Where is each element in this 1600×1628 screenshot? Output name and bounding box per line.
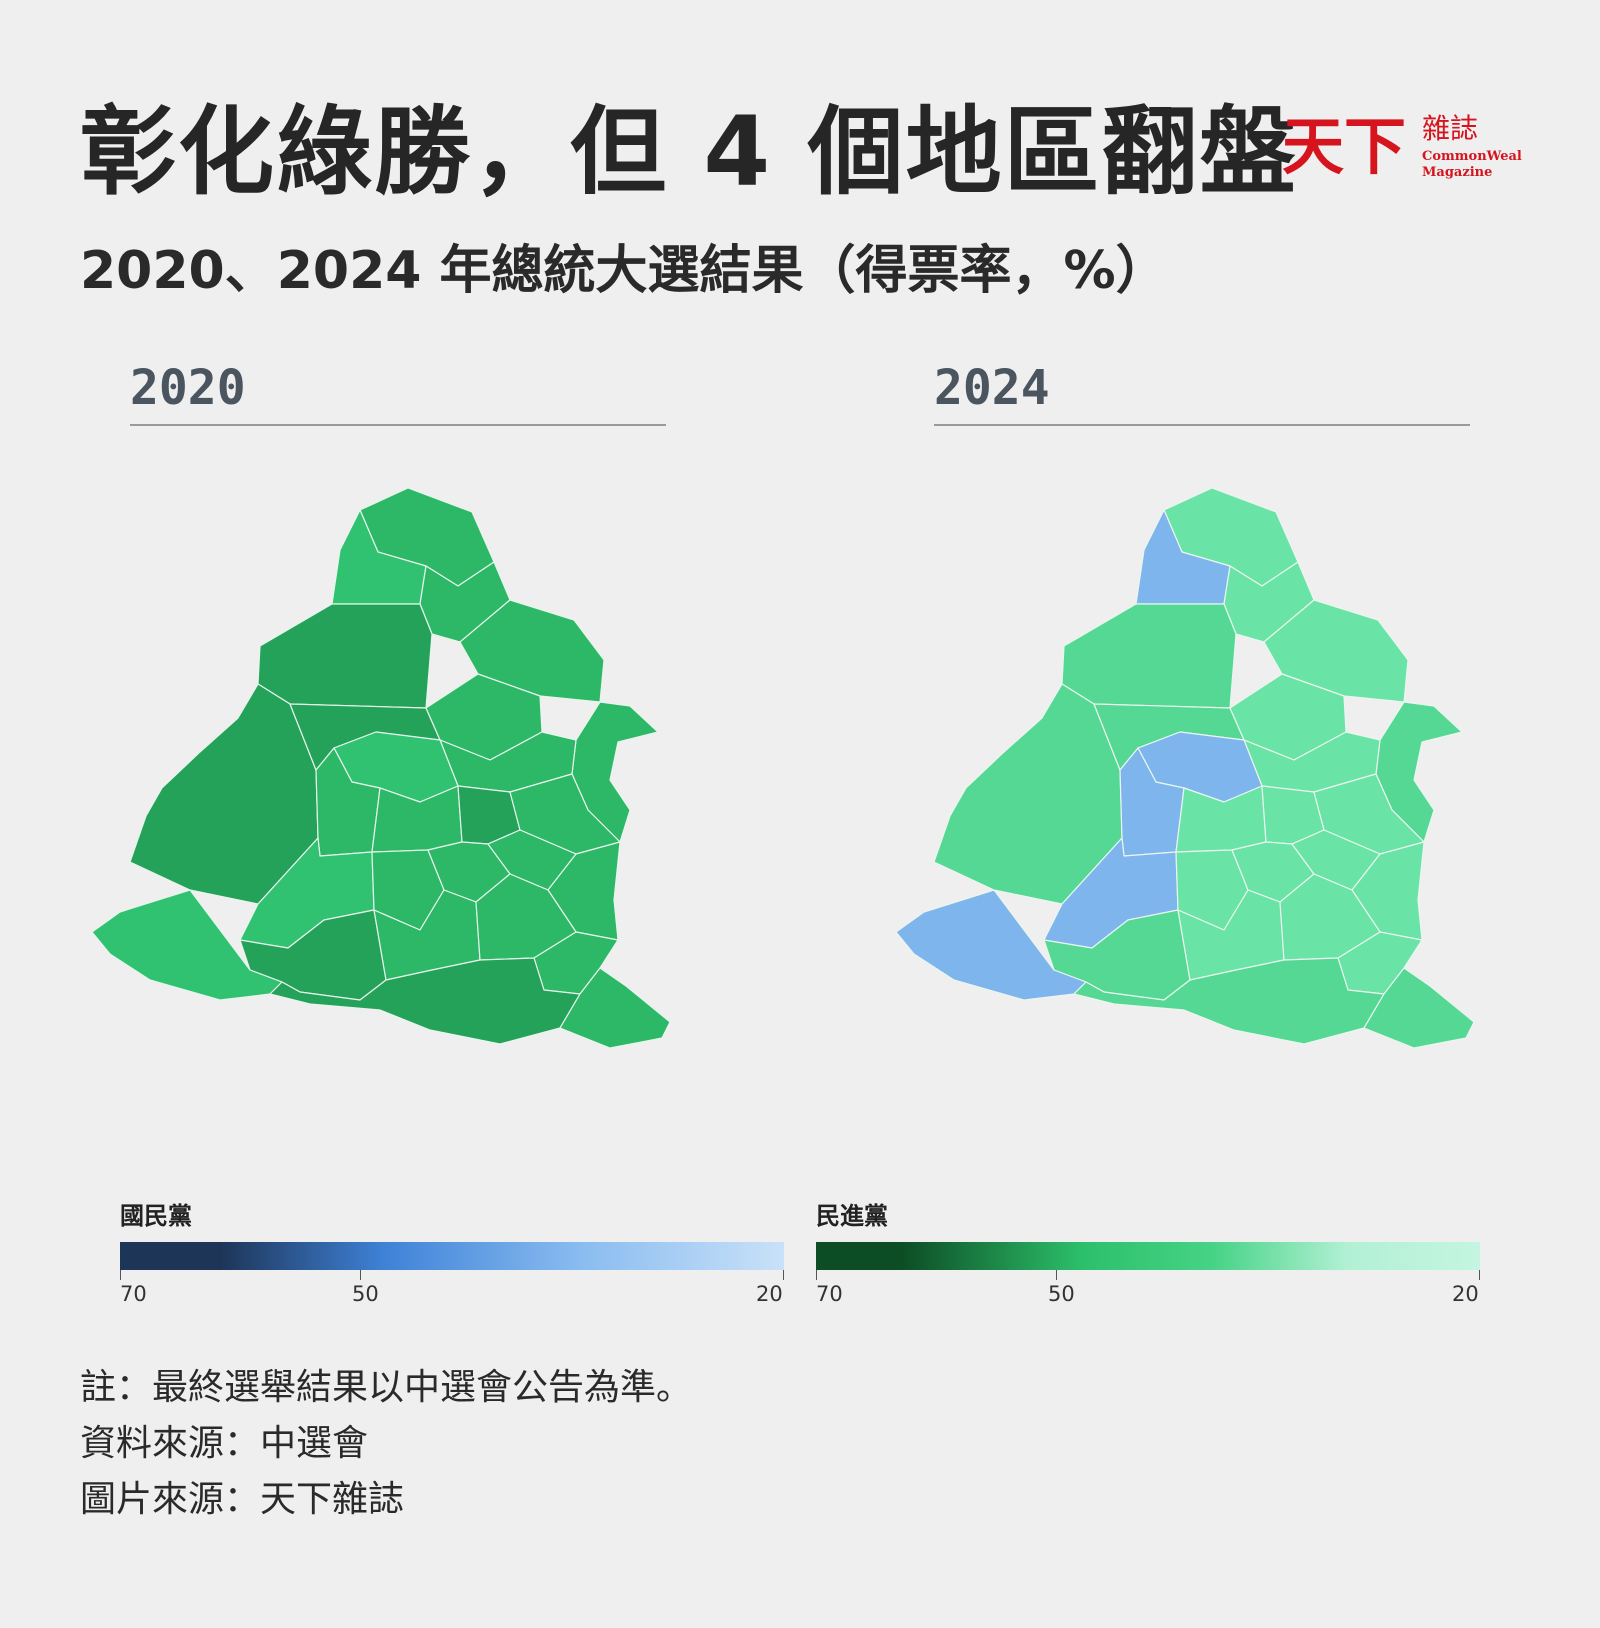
logo-en-1: CommonWealth (1422, 149, 1522, 164)
district-northwest (257, 603, 433, 709)
note-disclaimer: 註：最終選舉結果以中選會公告為準。 (80, 1367, 693, 1408)
legend-kmt-tick-70: 70 (120, 1282, 147, 1306)
legend-kmt: 國民黨 70 50 20 (120, 1196, 784, 1316)
legend-dpp-title: 民進黨 (816, 1202, 888, 1230)
district-northeast (459, 599, 605, 703)
legend-kmt-title: 國民黨 (120, 1202, 192, 1230)
legend-kmt-tick-20: 20 (756, 1282, 783, 1306)
logo-side: 雜誌 (1422, 112, 1478, 145)
legend-dpp-bar (816, 1242, 1480, 1270)
district-south-4 (269, 957, 581, 1045)
district-southeast-tip (559, 967, 671, 1049)
district-northwest (1061, 603, 1237, 709)
legend-kmt-ticks: 70 50 20 (120, 1270, 784, 1316)
page-title: 彰化綠勝，但 4 個地區翻盤 (80, 96, 1298, 208)
note-data-source: 資料來源：中選會 (80, 1423, 369, 1464)
changhua-map-2024 (895, 487, 1475, 1049)
district-south-4 (1073, 957, 1385, 1045)
legend-kmt-bar (120, 1242, 784, 1270)
legend-dpp-tick-20: 20 (1452, 1282, 1479, 1306)
page-subtitle: 2020、2024 年總統大選結果（得票率，%） (80, 241, 1168, 301)
logo-en-2: Magazine (1422, 165, 1492, 180)
map-2024-year: 2024 (934, 360, 1470, 426)
legend-dpp-tick-50: 50 (1048, 1282, 1075, 1306)
footnotes: 註：最終選舉結果以中選會公告為準。 資料來源：中選會 圖片來源：天下雜誌 (80, 1360, 692, 1528)
note-image-source: 圖片來源：天下雜誌 (80, 1479, 405, 1520)
district-southeast-tip (1363, 967, 1475, 1049)
legend-dpp-ticks: 70 50 20 (816, 1270, 1480, 1316)
legend-dpp-tick-70: 70 (816, 1282, 843, 1306)
logo-main: 天下 (1282, 110, 1406, 183)
district-northeast (1263, 599, 1409, 703)
legend-dpp: 民進黨 70 50 20 (816, 1196, 1480, 1316)
commonwealth-logo: 天下 雜誌 CommonWealth Magazine (1282, 110, 1522, 183)
changhua-map-2020 (91, 487, 671, 1049)
map-2020-year: 2020 (130, 360, 666, 426)
legend-kmt-tick-50: 50 (352, 1282, 379, 1306)
